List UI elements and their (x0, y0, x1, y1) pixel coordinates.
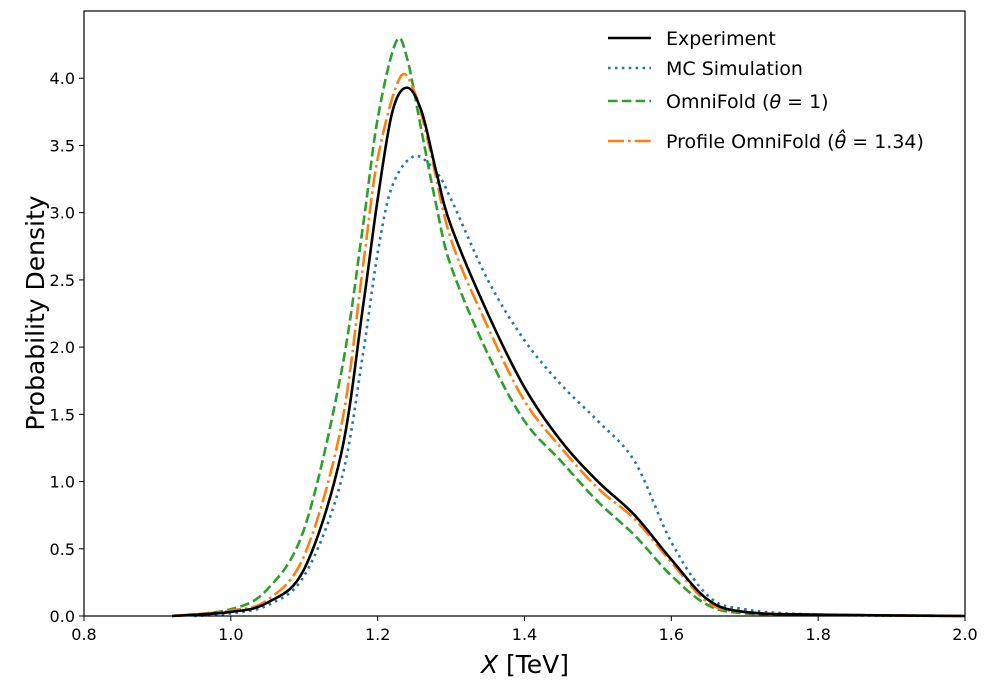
y-tick-label: 0.5 (50, 540, 75, 559)
y-axis-title: Probability Density (21, 195, 50, 430)
legend-label-experiment: Experiment (666, 28, 776, 50)
y-tick-label: 0.0 (50, 607, 75, 626)
y-tick-label: 3.5 (50, 136, 75, 155)
x-tick-label: 1.2 (365, 625, 390, 644)
plot-frame (83, 10, 966, 617)
legend-label-profile-omnifold: Profile OmniFold (θ̂ = 1.34) (666, 129, 924, 153)
legend-label-mc-simulation: MC Simulation (666, 58, 803, 80)
y-tick-label: 1.5 (50, 405, 75, 424)
x-axis-title: X [TeV] (479, 650, 569, 679)
x-tick-label: 1.4 (512, 625, 537, 644)
y-tick-label: 2.5 (50, 271, 75, 290)
x-tick-label: 2.0 (952, 625, 977, 644)
series-line-mc-simulation (194, 154, 966, 618)
y-tick-label: 2.0 (50, 338, 75, 357)
series-line-experiment (172, 86, 966, 618)
legend-label-omnifold: OmniFold (θ = 1) (666, 91, 829, 113)
series-line-profile-omnifold (171, 72, 966, 618)
y-axis: 0.0 0.5 1.0 1.5 2.0 2.5 3.0 3.5 4.0 (50, 69, 84, 626)
series-line-omnifold (171, 36, 966, 618)
y-tick-label: 1.0 (50, 473, 75, 492)
x-tick-label: 1.0 (218, 625, 243, 644)
x-tick-label: 1.8 (805, 625, 830, 644)
legend: Experiment MC Simulation OmniFold (θ = 1… (608, 28, 924, 153)
y-tick-label: 4.0 (50, 69, 75, 88)
plot-area (171, 36, 966, 618)
x-tick-label: 0.8 (71, 625, 96, 644)
y-tick-label: 3.0 (50, 204, 75, 223)
x-tick-label: 1.6 (659, 625, 684, 644)
x-axis: 0.8 1.0 1.2 1.4 1.6 1.8 2.0 (71, 616, 978, 644)
